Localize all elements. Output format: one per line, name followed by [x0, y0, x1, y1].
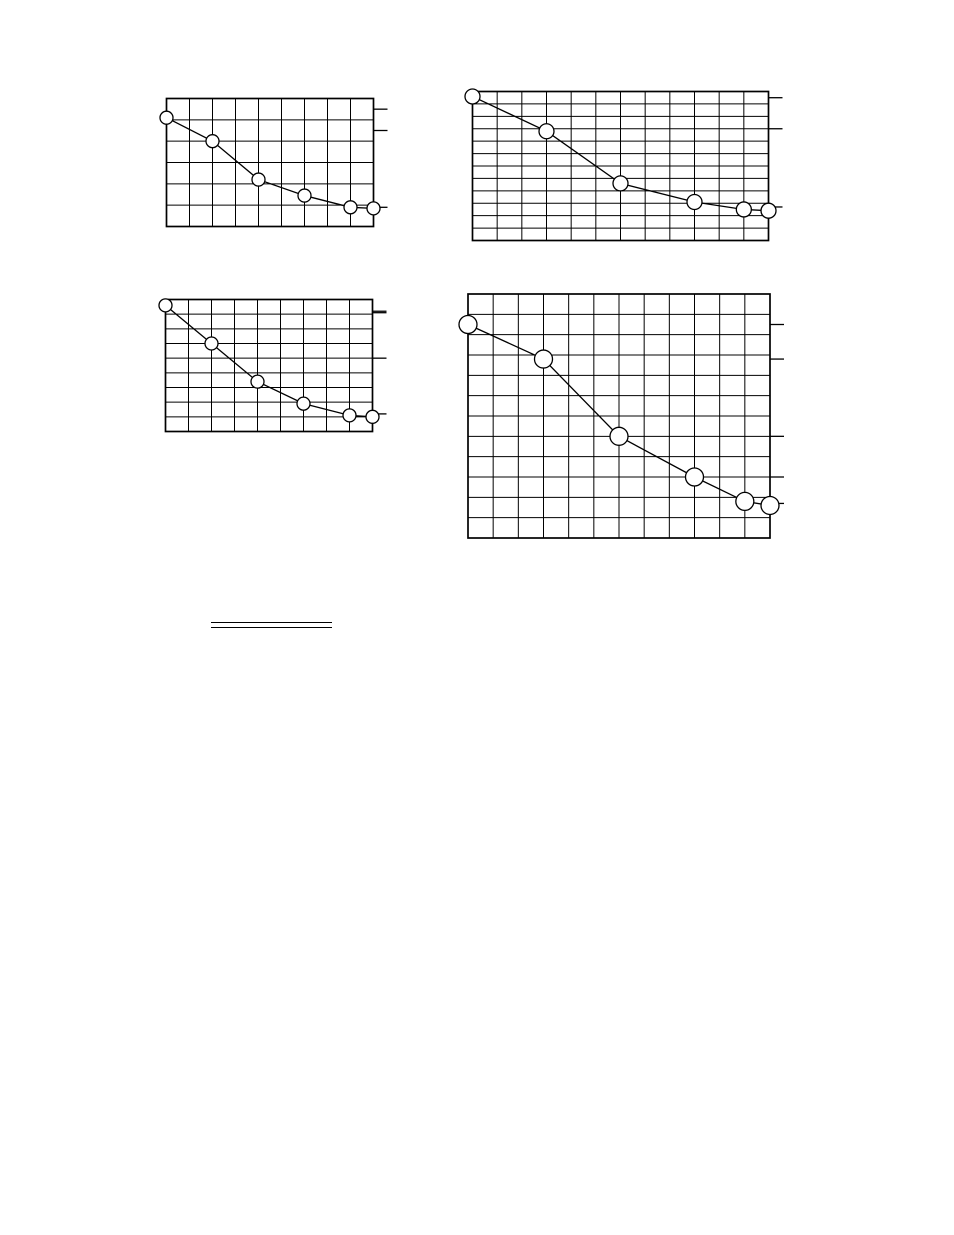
canvas	[0, 0, 954, 1235]
chart-c2	[461, 80, 794, 252]
chart-c4	[455, 281, 797, 551]
chart-c3	[155, 289, 397, 442]
chart-c1	[156, 88, 398, 237]
horizontal-rule	[211, 622, 332, 628]
